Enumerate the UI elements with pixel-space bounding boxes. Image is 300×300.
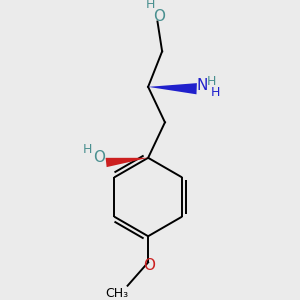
Text: H: H	[207, 75, 216, 88]
Text: CH₃: CH₃	[105, 287, 128, 300]
Text: N: N	[196, 78, 208, 93]
Text: O: O	[93, 150, 105, 165]
Polygon shape	[148, 83, 197, 94]
Text: O: O	[153, 9, 165, 24]
Polygon shape	[106, 158, 148, 167]
Text: O: O	[143, 258, 155, 273]
Text: H: H	[83, 143, 92, 156]
Text: H: H	[211, 86, 220, 99]
Text: H: H	[145, 0, 155, 11]
